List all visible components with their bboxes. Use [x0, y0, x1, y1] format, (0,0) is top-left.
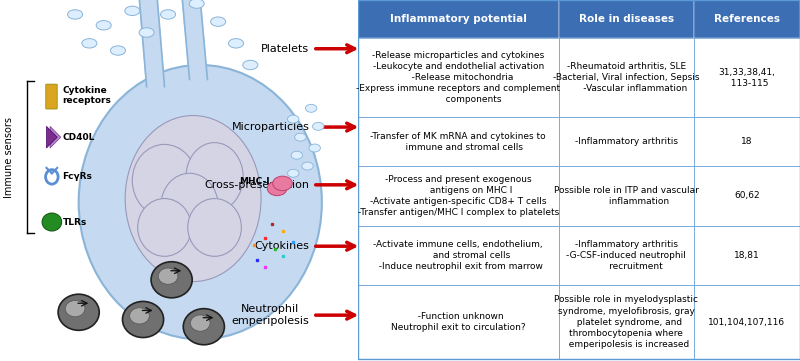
Text: References: References: [714, 14, 780, 24]
Ellipse shape: [306, 104, 317, 112]
Text: -Rheumatoid arthritis, SLE
-Bacterial, Viral infection, Sepsis
      -Vascular i: -Rheumatoid arthritis, SLE -Bacterial, V…: [553, 62, 700, 93]
Ellipse shape: [190, 315, 210, 331]
Text: Cytokines: Cytokines: [254, 241, 310, 251]
Text: Immune sensors: Immune sensors: [4, 117, 14, 197]
Text: -Function unknown
Neutrophil exit to circulation?: -Function unknown Neutrophil exit to cir…: [391, 312, 526, 332]
Bar: [358, 285, 559, 359]
Bar: [559, 166, 694, 226]
Bar: [559, 226, 694, 285]
Ellipse shape: [130, 308, 150, 324]
Polygon shape: [139, 0, 165, 87]
Text: -Inflammatory arthritis
-G-CSF-induced neutrophil
       recruitment: -Inflammatory arthritis -G-CSF-induced n…: [566, 240, 686, 271]
Ellipse shape: [186, 143, 243, 211]
Ellipse shape: [291, 151, 302, 159]
Bar: [694, 166, 800, 226]
Polygon shape: [50, 126, 61, 148]
Text: TLRs: TLRs: [62, 218, 87, 226]
Ellipse shape: [294, 133, 306, 141]
Text: 18,81: 18,81: [734, 251, 760, 260]
Ellipse shape: [302, 162, 314, 170]
Bar: [559, 117, 694, 166]
Ellipse shape: [78, 65, 322, 339]
Text: 60,62: 60,62: [734, 191, 760, 200]
Text: Possible role in ITP and vascular
         inflammation: Possible role in ITP and vascular inflam…: [554, 186, 698, 206]
Text: -Process and present exogenous
         antigens on MHC I
-Activate antigen-spec: -Process and present exogenous antigens …: [358, 175, 559, 217]
Text: Cross-presentation: Cross-presentation: [204, 180, 310, 190]
Bar: [559, 38, 694, 117]
Ellipse shape: [267, 181, 287, 196]
Ellipse shape: [183, 309, 224, 345]
Text: Role in diseases: Role in diseases: [578, 14, 674, 24]
Ellipse shape: [82, 39, 97, 48]
Bar: [559, 285, 694, 359]
Text: FcγRs: FcγRs: [62, 173, 93, 181]
Ellipse shape: [139, 28, 154, 37]
Text: Inflammatory potential: Inflammatory potential: [390, 14, 526, 24]
Text: Neutrophil
emperipolesis: Neutrophil emperipolesis: [231, 304, 310, 326]
Ellipse shape: [138, 199, 191, 256]
Ellipse shape: [42, 213, 62, 231]
Polygon shape: [182, 0, 207, 79]
Text: -Transfer of MK mRNA and cytokines to
    immune and stromal cells: -Transfer of MK mRNA and cytokines to im…: [370, 132, 546, 152]
Ellipse shape: [158, 268, 178, 284]
Ellipse shape: [229, 39, 243, 48]
Ellipse shape: [287, 115, 299, 123]
Bar: [358, 226, 559, 285]
Ellipse shape: [309, 144, 321, 152]
Ellipse shape: [151, 262, 192, 298]
Ellipse shape: [210, 17, 226, 26]
Text: -Inflammatory arthritis: -Inflammatory arthritis: [575, 137, 678, 146]
Text: 31,33,38,41,
  113-115: 31,33,38,41, 113-115: [718, 68, 775, 88]
Ellipse shape: [132, 144, 197, 217]
Text: Possible role in myelodysplastic
syndrome, myelofibrosis, gray
  platelet syndro: Possible role in myelodysplastic syndrom…: [554, 296, 698, 349]
Text: MHC-I: MHC-I: [239, 177, 270, 186]
Text: -Release microparticles and cytokines
-Leukocyte and endothelial activation
   -: -Release microparticles and cytokines -L…: [356, 51, 560, 104]
Ellipse shape: [161, 10, 175, 19]
Bar: [694, 285, 800, 359]
FancyBboxPatch shape: [46, 84, 58, 109]
Ellipse shape: [287, 169, 299, 177]
Bar: [694, 38, 800, 117]
Ellipse shape: [273, 176, 292, 191]
Text: 18: 18: [741, 137, 753, 146]
Text: CD40L: CD40L: [62, 133, 95, 142]
Bar: [694, 0, 800, 38]
Bar: [358, 38, 559, 117]
Ellipse shape: [313, 122, 324, 130]
Bar: [358, 117, 559, 166]
Ellipse shape: [243, 60, 258, 70]
Text: Microparticles: Microparticles: [231, 122, 310, 132]
Bar: [559, 0, 694, 38]
Ellipse shape: [125, 116, 261, 282]
Ellipse shape: [110, 46, 126, 55]
Bar: [694, 226, 800, 285]
Polygon shape: [46, 126, 58, 148]
Ellipse shape: [67, 10, 82, 19]
Ellipse shape: [189, 0, 204, 8]
Ellipse shape: [96, 21, 111, 30]
Bar: [694, 117, 800, 166]
Ellipse shape: [58, 294, 99, 330]
Ellipse shape: [122, 301, 164, 338]
Text: Platelets: Platelets: [261, 44, 310, 54]
Ellipse shape: [161, 173, 218, 238]
Ellipse shape: [66, 300, 85, 317]
Text: 101,104,107,116: 101,104,107,116: [708, 318, 786, 327]
Bar: [358, 0, 559, 38]
Ellipse shape: [125, 6, 140, 16]
Ellipse shape: [188, 199, 242, 256]
Text: Cytokine
receptors: Cytokine receptors: [62, 86, 111, 105]
Text: -Activate immune cells, endothelium,
         and stromal cells
  -Induce neutro: -Activate immune cells, endothelium, and…: [374, 240, 543, 271]
Bar: [358, 166, 559, 226]
